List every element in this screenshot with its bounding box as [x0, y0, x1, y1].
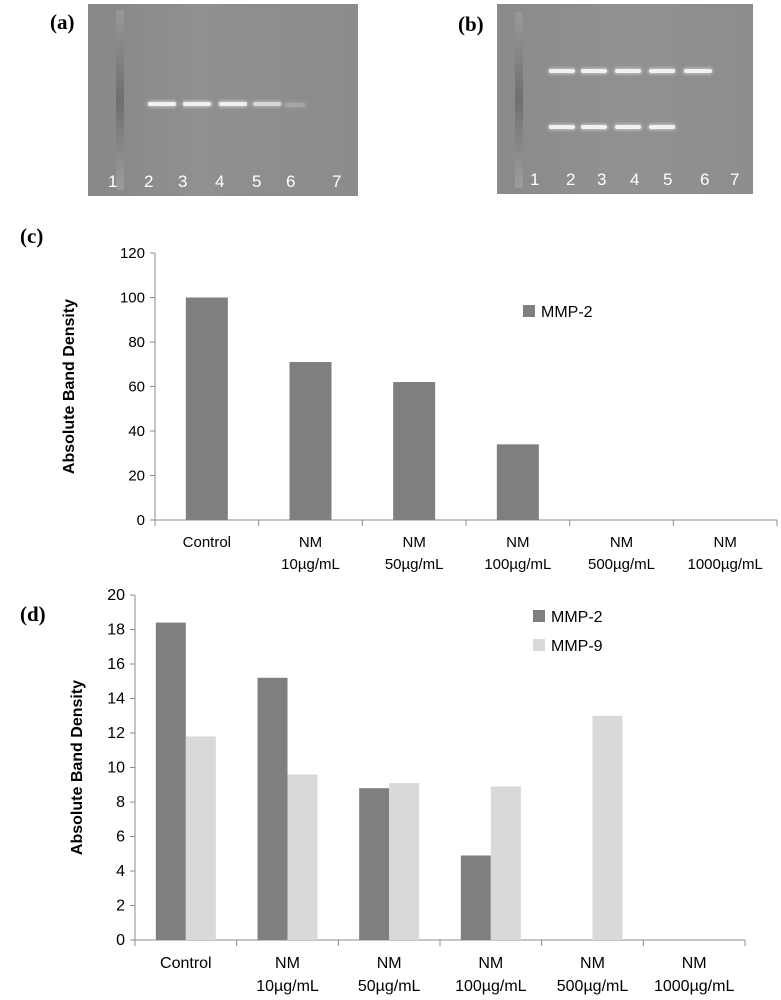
x-tick-label: NM [275, 955, 300, 972]
legend-label: MMP-2 [551, 609, 603, 626]
bar-mmp-9 [490, 786, 521, 940]
mmp2-band [549, 125, 575, 129]
mmp2-band [615, 125, 641, 129]
y-tick-label: 4 [116, 863, 125, 880]
mmp2-band [285, 103, 305, 107]
x-tick-label: 500µg/mL [588, 556, 655, 573]
lane-number: 5 [663, 170, 673, 189]
y-tick-label: 100 [120, 290, 145, 307]
y-tick-label: 6 [116, 829, 125, 846]
panel-label-b: (b) [458, 12, 484, 36]
x-tick-label: NM [714, 534, 737, 551]
x-tick-label: NM [580, 955, 605, 972]
x-tick-label: Control [183, 534, 231, 551]
bar-mmp-2 [460, 855, 491, 940]
x-tick-label: 1000µg/mL [654, 978, 734, 995]
zymogram-gel-a: 1 2 3 4 5 6 7 [88, 4, 358, 196]
legend-label: MMP-2 [541, 304, 593, 321]
legend-swatch [533, 639, 545, 651]
bar-mmp-9 [592, 715, 623, 940]
x-tick-label: NM [478, 955, 503, 972]
x-tick-label: NM [610, 534, 633, 551]
bar-mmp-9 [287, 774, 318, 940]
mmp2-band [581, 125, 607, 129]
mmp9-band [649, 69, 675, 73]
legend-label: MMP-9 [551, 638, 603, 655]
y-tick-label: 16 [107, 656, 125, 673]
bar-mmp-2 [289, 362, 332, 520]
lane-number: 3 [597, 170, 607, 189]
x-tick-label: 10µg/mL [256, 978, 319, 995]
y-tick-label: 20 [128, 468, 145, 485]
x-tick-label: NM [506, 534, 529, 551]
lane-number: 6 [700, 170, 710, 189]
y-tick-label: 20 [107, 587, 125, 604]
y-tick-label: 10 [107, 760, 125, 777]
mmp2-band [253, 102, 281, 106]
x-tick-label: 100µg/mL [455, 978, 527, 995]
ladder-lane [515, 12, 523, 188]
ladder-lane [116, 10, 124, 190]
bar-mmp-9 [185, 736, 216, 940]
y-tick-label: 120 [120, 245, 145, 262]
lane-number: 2 [566, 170, 576, 189]
lane-number: 2 [144, 172, 154, 191]
legend-swatch [523, 305, 535, 317]
mmp9-band [549, 69, 575, 73]
panel-label-c: (c) [20, 224, 44, 248]
x-tick-label: 100µg/mL [484, 556, 551, 573]
bar-mmp-2 [359, 788, 390, 940]
x-tick-label: 500µg/mL [557, 978, 629, 995]
mmp9-band [581, 69, 607, 73]
lane-number: 7 [730, 170, 740, 189]
lane-number: 1 [108, 172, 118, 191]
lane-number: 7 [332, 172, 342, 191]
mmp9-band [615, 69, 641, 73]
x-tick-label: NM [403, 534, 426, 551]
panel-label-a: (a) [50, 10, 75, 34]
y-tick-label: 80 [128, 334, 145, 351]
y-tick-label: 14 [107, 691, 125, 708]
y-axis-label: Absolute Band Density [61, 299, 78, 474]
lane-number: 1 [530, 170, 540, 189]
x-tick-label: Control [160, 955, 212, 972]
y-tick-label: 18 [107, 622, 125, 639]
y-tick-label: 2 [116, 898, 125, 915]
y-tick-label: 0 [137, 512, 145, 529]
mmp2-band [148, 102, 176, 106]
lane-number: 3 [178, 172, 188, 191]
mmp2-band [649, 125, 675, 129]
mmp2-band [183, 102, 211, 106]
y-axis-label: Absolute Band Density [69, 680, 86, 855]
y-tick-label: 12 [107, 725, 125, 742]
bar-mmp-2 [185, 297, 228, 520]
x-tick-label: 1000µg/mL [687, 556, 762, 573]
y-tick-label: 0 [116, 932, 125, 949]
lane-number: 4 [215, 172, 225, 191]
x-tick-label: NM [682, 955, 707, 972]
y-tick-label: 60 [128, 379, 145, 396]
legend-swatch [533, 610, 545, 622]
y-tick-label: 8 [116, 794, 125, 811]
bar-mmp-2 [393, 382, 436, 520]
mmp2-band [219, 102, 247, 106]
lane-number: 6 [286, 172, 296, 191]
bar-mmp-2 [496, 444, 539, 520]
panel-label-d: (d) [20, 602, 46, 626]
mmp9-band [684, 69, 712, 73]
bar-mmp-2 [257, 677, 288, 940]
lane-number: 5 [252, 172, 262, 191]
x-tick-label: NM [377, 955, 402, 972]
bar-mmp-9 [389, 783, 420, 940]
lane-number: 4 [630, 170, 640, 189]
x-tick-label: NM [299, 534, 322, 551]
zymogram-gel-b: 1 2 3 4 5 6 7 [497, 4, 753, 194]
x-tick-label: 50µg/mL [385, 556, 444, 573]
x-tick-label: 50µg/mL [358, 978, 421, 995]
bar-mmp-2 [155, 622, 186, 940]
y-tick-label: 40 [128, 423, 145, 440]
x-tick-label: 10µg/mL [281, 556, 340, 573]
